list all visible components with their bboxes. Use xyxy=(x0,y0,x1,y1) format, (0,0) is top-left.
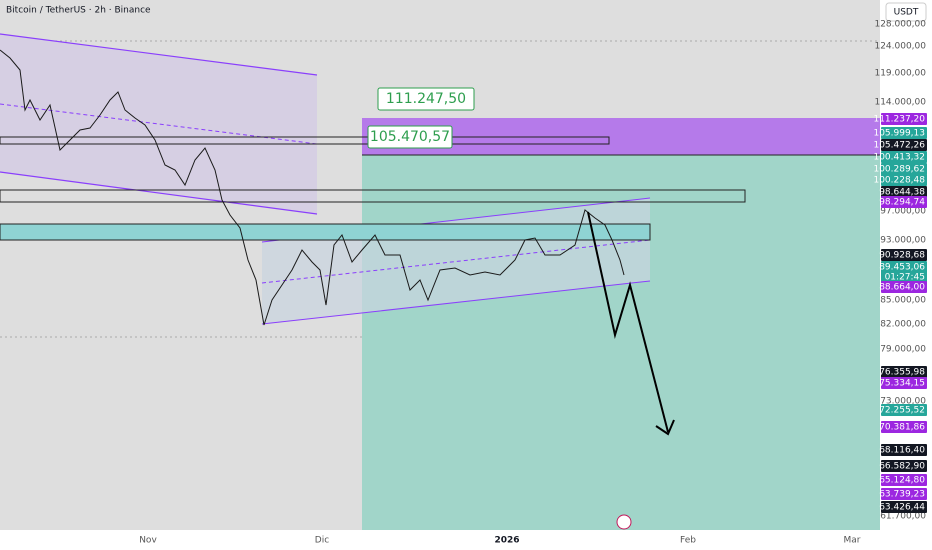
price-tag xyxy=(881,151,927,163)
callout-box xyxy=(377,87,475,111)
price-label: 82.000,00 xyxy=(880,320,926,330)
price-tag xyxy=(881,127,927,139)
price-path xyxy=(0,49,625,326)
symbol-title: Bitcoin / TetherUS · 2h · Binance xyxy=(6,6,151,16)
price-label: 73.000,00 xyxy=(880,397,926,407)
price-tag xyxy=(881,113,927,125)
price-tag xyxy=(881,174,927,186)
time-label: 2026 xyxy=(494,536,519,546)
price-label: 119.000,00 xyxy=(874,69,926,79)
time-scale-panel xyxy=(0,530,880,550)
price-tag-text: 90.928,68 xyxy=(879,251,925,261)
price-tag-text: 68.116,40 xyxy=(879,446,925,456)
price-tag xyxy=(881,460,927,472)
callout-text: 105.470,57 xyxy=(370,129,450,145)
price-label: 61.700,00 xyxy=(880,512,926,522)
price-label: 93.000,00 xyxy=(880,236,926,246)
event-icon[interactable] xyxy=(616,514,632,530)
price-tag xyxy=(881,281,927,293)
price-tag-text: 70.381,86 xyxy=(879,423,925,433)
price-label: 114.000,00 xyxy=(874,98,926,108)
time-label: Dic xyxy=(315,536,329,546)
price-tag xyxy=(881,501,927,513)
time-label: Nov xyxy=(139,536,157,546)
price-tag xyxy=(881,421,927,433)
projection-arrow xyxy=(587,211,669,433)
price-tag-text: 88.664,00 xyxy=(879,283,925,293)
price-tag xyxy=(881,186,927,198)
channel-line xyxy=(261,280,651,325)
channel-mid xyxy=(261,239,651,284)
price-label: 128.000,00 xyxy=(874,20,926,30)
currency-label[interactable]: USDT xyxy=(894,8,919,18)
price-tag-text: 100.289,62 xyxy=(873,165,925,175)
price-label: 85.000,00 xyxy=(880,296,926,306)
callout-text: 111.247,50 xyxy=(386,91,466,107)
price-tag-text: 111.237,20 xyxy=(873,115,925,125)
price-tag-text: 89.453,06 xyxy=(879,263,925,273)
channel-fill xyxy=(0,34,317,214)
time-label: Mar xyxy=(844,536,861,546)
callout: 111.247,50 105.470,57 xyxy=(367,87,475,149)
price-tag-text: 65.124,80 xyxy=(879,476,925,486)
price-tag xyxy=(881,249,927,261)
price-tag-text: 105.472,26 xyxy=(873,141,925,151)
price-tag xyxy=(881,139,927,151)
arrow-head xyxy=(655,419,675,436)
price-label: 79.000,00 xyxy=(880,345,926,355)
level-box xyxy=(0,189,746,203)
price-tag-text: 72.255,52 xyxy=(879,406,925,416)
price-tag-text: 01:27:45 xyxy=(885,273,925,283)
price-tag xyxy=(881,444,927,456)
price-tag-text: 98.294,74 xyxy=(879,198,925,208)
price-label: 97.000,00 xyxy=(880,207,926,217)
price-tag xyxy=(881,271,927,283)
currency-button[interactable] xyxy=(885,2,927,22)
callout-box xyxy=(367,125,453,149)
price-tag xyxy=(881,366,927,378)
price-tag xyxy=(881,474,927,486)
price-tag xyxy=(881,488,927,500)
time-label: Feb xyxy=(680,536,696,546)
price-tag-text: 66.582,90 xyxy=(879,462,925,472)
price-tag xyxy=(881,377,927,389)
price-tag-text: 105.999,13 xyxy=(873,129,925,139)
price-tag-text: 100.228,48 xyxy=(873,176,925,186)
price-tag-text: 63.739,23 xyxy=(879,490,925,500)
channel-line xyxy=(0,171,318,215)
price-tag-text: 98.644,38 xyxy=(879,188,925,198)
price-tag xyxy=(881,404,927,416)
channel-line xyxy=(0,33,318,76)
price-tag xyxy=(881,196,927,208)
price-tag-text: 76.355,98 xyxy=(879,368,925,378)
price-tag xyxy=(881,163,927,175)
price-tag-text: 75.334,15 xyxy=(879,379,925,389)
price-tag xyxy=(881,261,927,273)
price-label: 124.000,00 xyxy=(874,42,926,52)
level-box xyxy=(0,223,651,241)
price-tag-text: 100.413,32 xyxy=(873,153,925,163)
level-box xyxy=(0,136,610,145)
price-tag-text: 63.426,44 xyxy=(879,503,925,513)
